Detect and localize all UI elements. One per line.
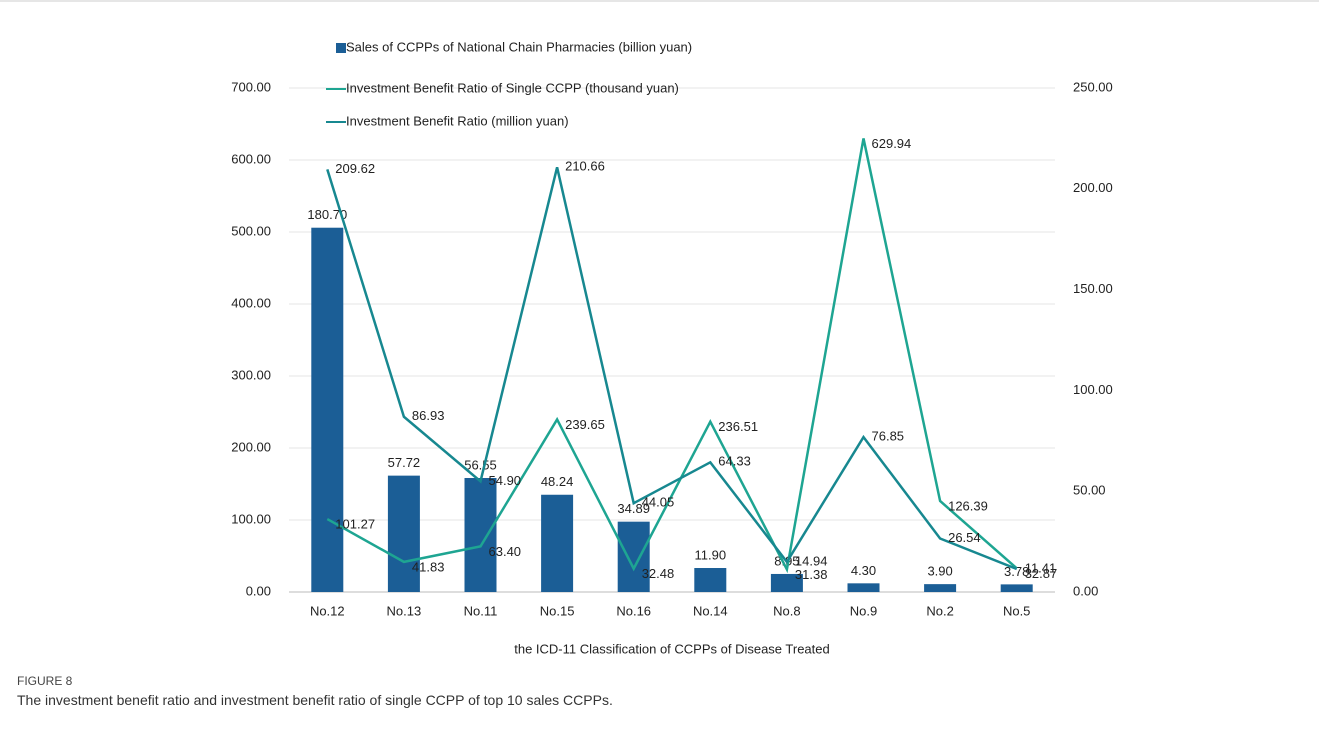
- legend-swatch: [336, 43, 346, 53]
- x-axis-title: the ICD-11 Classification of CCPPs of Di…: [514, 641, 830, 656]
- line-label: 629.94: [872, 136, 912, 151]
- bar: [541, 494, 574, 592]
- bar: [1000, 584, 1033, 592]
- line-label: 236.51: [718, 419, 758, 434]
- bar: [694, 568, 727, 592]
- bar: [387, 475, 420, 592]
- line: [326, 138, 1018, 574]
- x-tick-label: No.8: [773, 603, 800, 618]
- caption-label: FIGURE 8: [17, 674, 73, 688]
- line-label: 14.94: [795, 553, 828, 568]
- line-label: 64.33: [718, 454, 751, 469]
- y2-tick-label: 0.00: [1073, 583, 1098, 598]
- legend-label: Investment Benefit Ratio of Single CCPP …: [346, 80, 679, 95]
- x-tick-label: No.2: [926, 603, 953, 618]
- y-tick-label: 300.00: [231, 367, 271, 382]
- bar: [924, 584, 957, 592]
- line-label: 63.40: [489, 544, 522, 559]
- line-label: 239.65: [565, 417, 605, 432]
- legend-label: Sales of CCPPs of National Chain Pharmac…: [346, 39, 692, 54]
- y-tick-label: 400.00: [231, 295, 271, 310]
- line-label: 86.93: [412, 408, 445, 423]
- bar-label: 34.89: [617, 501, 650, 516]
- y-tick-label: 200.00: [231, 439, 271, 454]
- line-label: 26.54: [948, 530, 981, 545]
- line-label: 44.05: [642, 495, 675, 510]
- legend-label: Investment Benefit Ratio (million yuan): [346, 113, 569, 128]
- bar: [617, 521, 650, 592]
- line-label: 41.83: [412, 559, 445, 574]
- line: [326, 167, 1018, 571]
- line-label: 101.27: [335, 517, 375, 532]
- bar-label: 57.72: [388, 455, 421, 470]
- y-tick-label: 500.00: [231, 223, 271, 238]
- x-tick-label: No.14: [693, 603, 728, 618]
- x-tick-label: No.15: [540, 603, 575, 618]
- chart: the ICD-11 Classification of CCPPs of Di…: [0, 0, 1319, 656]
- line-label: 210.66: [565, 159, 605, 174]
- y-tick-label: 0.00: [246, 583, 271, 598]
- y2-tick-label: 250.00: [1073, 79, 1113, 94]
- line-label: 209.62: [335, 161, 375, 176]
- line-label: 32.48: [642, 566, 675, 581]
- line-label: 126.39: [948, 498, 988, 513]
- x-tick-label: No.5: [1003, 603, 1030, 618]
- x-tick-label: No.9: [850, 603, 877, 618]
- bar-label: 56.55: [464, 457, 497, 472]
- y-tick-label: 700.00: [231, 79, 271, 94]
- bar-label: 11.90: [695, 547, 727, 562]
- y-tick-label: 100.00: [231, 511, 271, 526]
- line-label: 54.90: [489, 473, 522, 488]
- bar-label: 3.90: [927, 564, 952, 579]
- bar: [770, 573, 803, 592]
- line-label: 32.87: [1025, 566, 1058, 581]
- bar-label: 48.24: [541, 474, 574, 489]
- line-label: 76.85: [872, 429, 905, 444]
- bar-label: 180.70: [307, 207, 347, 222]
- bar: [311, 227, 344, 592]
- y2-tick-label: 200.00: [1073, 180, 1113, 195]
- x-tick-label: No.16: [616, 603, 651, 618]
- bar: [464, 477, 497, 592]
- y2-tick-label: 100.00: [1073, 382, 1113, 397]
- y2-tick-label: 50.00: [1073, 483, 1106, 498]
- line-label: 31.38: [795, 567, 828, 582]
- x-tick-label: No.13: [387, 603, 422, 618]
- line-label: 11.41: [1025, 560, 1057, 575]
- y2-tick-label: 150.00: [1073, 281, 1113, 296]
- bar-label: 4.30: [851, 563, 876, 578]
- caption-text: The investment benefit ratio and investm…: [17, 692, 613, 708]
- x-tick-label: No.12: [310, 603, 345, 618]
- y-tick-label: 600.00: [231, 151, 271, 166]
- x-tick-label: No.11: [464, 603, 498, 618]
- bar: [847, 583, 880, 592]
